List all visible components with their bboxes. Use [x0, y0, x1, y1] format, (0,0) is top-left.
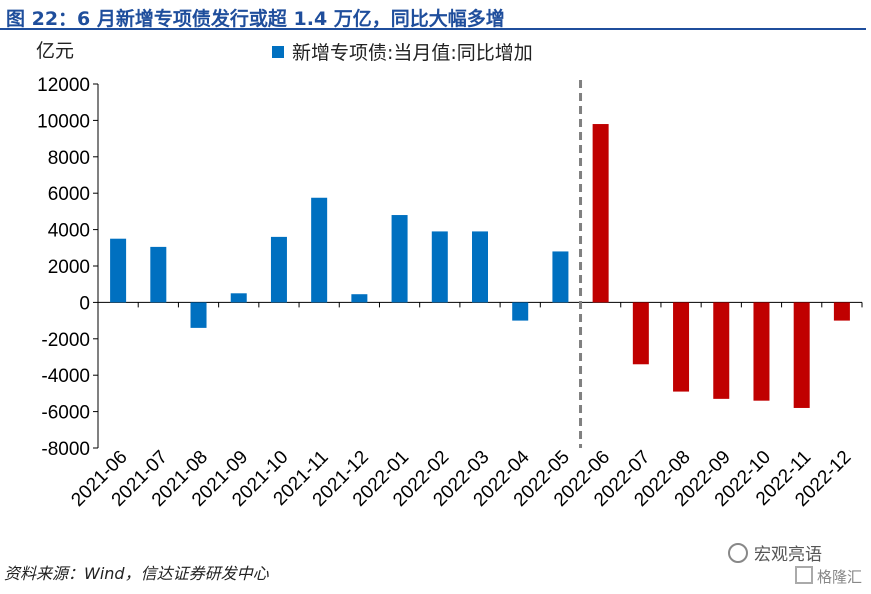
legend-label: 新增专项债:当月值:同比增加	[292, 42, 533, 64]
y-tick-label: -4000	[41, 366, 90, 387]
figure-title: 图 22：6 月新增专项债发行或超 1.4 万亿，同比大幅多增	[6, 8, 505, 30]
gelonghui-logo-icon	[795, 566, 813, 584]
y-tick-label: 6000	[48, 184, 90, 205]
bar	[512, 302, 529, 321]
bar	[673, 302, 690, 392]
bar	[833, 302, 850, 321]
watermark-primary-text: 宏观亮语	[754, 545, 822, 565]
bar	[391, 215, 408, 303]
bar	[753, 302, 770, 401]
watermark-secondary: 格隆汇	[795, 566, 862, 587]
y-tick-label: -6000	[41, 403, 90, 424]
bar	[110, 238, 127, 303]
title-rule	[0, 28, 866, 30]
y-tick-label: 12000	[37, 75, 90, 96]
bar	[270, 236, 287, 303]
legend: 新增专项债:当月值:同比增加	[272, 38, 533, 65]
wechat-icon	[728, 543, 748, 563]
legend-swatch	[272, 45, 284, 58]
y-tick-label: 8000	[48, 148, 90, 169]
bar	[431, 231, 448, 303]
watermark-primary: 宏观亮语	[728, 540, 822, 565]
bar	[311, 197, 328, 303]
bar	[472, 231, 488, 303]
y-axis-unit: 亿元	[36, 40, 75, 62]
bar	[632, 302, 649, 365]
y-tick-label: -2000	[41, 330, 90, 351]
y-tick-label: 10000	[37, 111, 90, 132]
y-tick-label: 2000	[48, 257, 90, 278]
bar	[552, 251, 569, 303]
bar	[793, 302, 810, 408]
bar	[190, 302, 207, 328]
y-tick-label: 0	[79, 293, 90, 314]
source-note: 资料来源：Wind，信达证券研发中心	[4, 564, 269, 583]
bar	[230, 293, 247, 303]
watermark-secondary-text: 格隆汇	[817, 568, 863, 586]
bar	[713, 302, 730, 399]
y-tick-label: 4000	[48, 221, 90, 242]
bar	[150, 246, 167, 303]
bar	[351, 294, 368, 303]
bar	[592, 124, 609, 303]
y-tick-label: -8000	[41, 439, 90, 460]
